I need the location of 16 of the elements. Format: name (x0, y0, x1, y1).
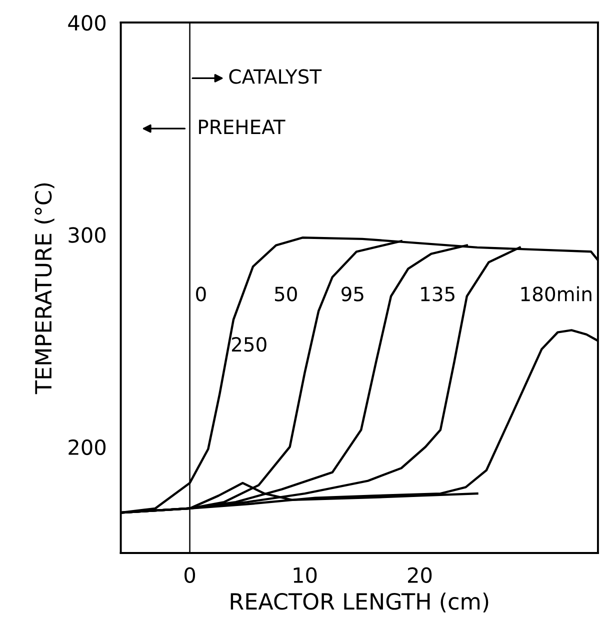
annotation: 50 (274, 286, 297, 302)
x-tick-label: 10 (294, 567, 317, 583)
annotation: 0 (196, 286, 206, 302)
annotation: 180min (521, 286, 592, 302)
x-tick-label: 0 (184, 567, 196, 583)
y-tick-label: 300 (68, 227, 106, 243)
annotation: 95 (342, 286, 364, 302)
annotation: PREHEAT (199, 120, 286, 134)
y-tick-label: 200 (68, 439, 106, 456)
x-axis-title: REACTOR LENGTH (cm) (230, 592, 488, 612)
x-tick-label: 20 (408, 567, 432, 583)
y-tick-label: 400 (68, 14, 106, 31)
y-axis-title: TEMPERATURE (°C) (34, 183, 54, 394)
annotation: 135 (421, 286, 454, 302)
annotation: 250 (232, 337, 266, 352)
annotation: CATALYST (229, 69, 322, 84)
